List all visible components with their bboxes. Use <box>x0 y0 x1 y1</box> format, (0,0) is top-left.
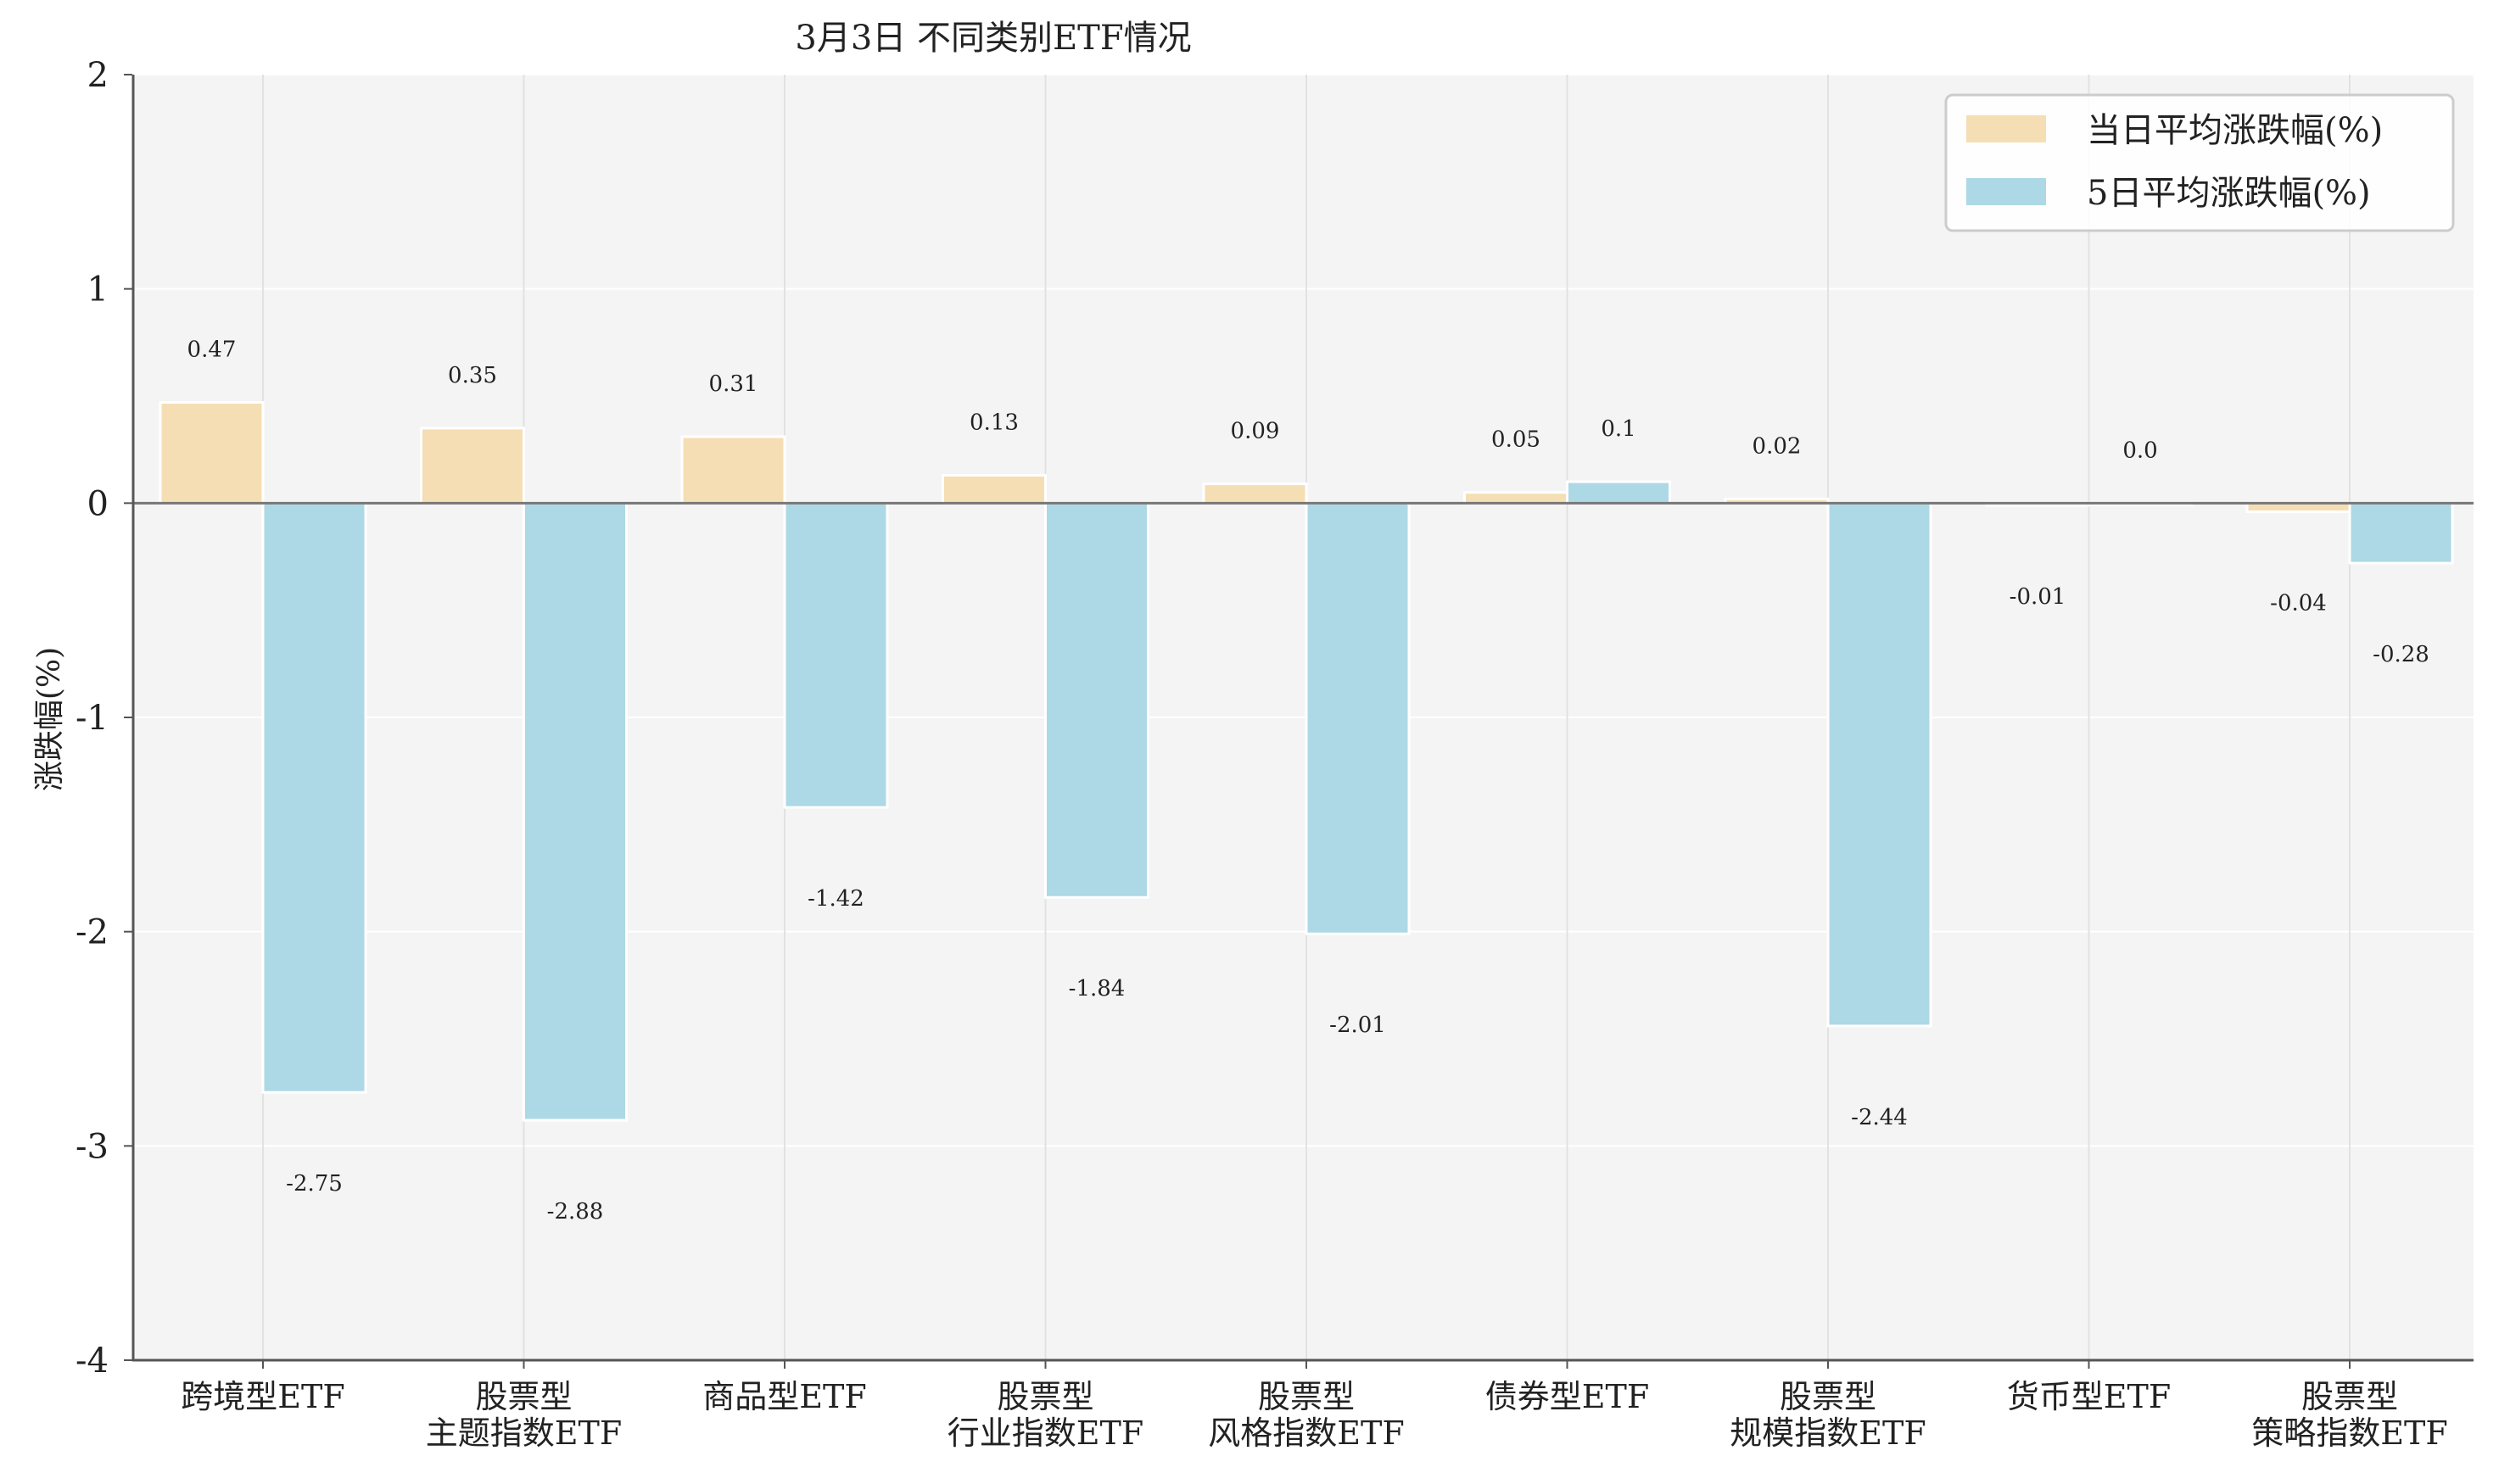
value-label-daily: 0.13 <box>970 410 1019 435</box>
y-tick-label: -3 <box>75 1127 109 1166</box>
x-tick-label: 规模指数ETF <box>1730 1414 1926 1452</box>
value-label-daily: 0.47 <box>187 338 237 363</box>
value-label-5day: -0.28 <box>2373 642 2429 667</box>
x-tick-label: 主题指数ETF <box>426 1414 622 1452</box>
y-tick-label: -2 <box>75 913 109 952</box>
y-tick-label: 1 <box>87 271 109 310</box>
value-label-5day: -1.42 <box>808 886 864 912</box>
bar-5day <box>261 501 367 1094</box>
x-tick-label: 股票型 <box>475 1378 572 1415</box>
bar-5day <box>523 501 628 1122</box>
y-tick-label: 0 <box>87 484 109 523</box>
bar-5day <box>1305 501 1411 935</box>
legend-label-daily: 当日平均涨跌幅(%) <box>2087 111 2383 150</box>
axes-layer <box>131 75 2474 1362</box>
value-label-5day: -1.84 <box>1069 976 1126 1001</box>
x-tick-label: 股票型 <box>1780 1378 1876 1415</box>
value-label-5day: -2.44 <box>1851 1105 1908 1130</box>
y-tick-label: 2 <box>87 56 109 95</box>
value-label-5day: -2.01 <box>1329 1013 1386 1038</box>
value-label-daily: 0.05 <box>1491 427 1540 453</box>
value-label-daily: 0.35 <box>448 363 497 388</box>
x-tick-label: 货币型ETF <box>2007 1378 2171 1415</box>
bar-5day <box>2348 501 2454 565</box>
value-label-5day: 0.0 <box>2122 438 2157 463</box>
bar-daily <box>2245 501 2351 513</box>
value-label-5day: 0.1 <box>1601 416 1635 442</box>
bar-5day <box>783 501 889 809</box>
x-tick-label: 跨境型ETF <box>181 1378 344 1415</box>
chart-title: 3月3日 不同类别ETF情况 <box>795 19 1191 58</box>
y-tick-label: -4 <box>75 1342 109 1381</box>
labels-layer: 0.47 0.35 0.31 0.13 0.09 0.05 0.02 -0.01 -0.04 -2… <box>187 338 2429 1225</box>
bar-daily <box>1463 491 1568 505</box>
legend-box <box>1944 93 2455 232</box>
x-tick-label: 股票型 <box>997 1378 1093 1415</box>
value-label-daily: 0.02 <box>1753 433 1802 459</box>
value-label-daily: -0.01 <box>2010 584 2066 610</box>
legend-label-5day: 5日平均涨跌幅(%) <box>2087 174 2371 213</box>
bar-daily <box>1202 483 1308 505</box>
bar-5day <box>1044 501 1149 899</box>
value-label-5day: -2.88 <box>547 1199 604 1225</box>
x-tick-label: 债券型ETF <box>1485 1378 1649 1415</box>
y-axis-label: 涨跌幅(%) <box>32 647 67 791</box>
legend: 当日平均涨跌幅(%) 5日平均涨跌幅(%) <box>1944 93 2455 232</box>
x-tick-label: 策略指数ETF <box>2251 1414 2447 1452</box>
y-tick-label: -1 <box>75 699 109 738</box>
x-tick-label: 股票型 <box>2301 1378 2398 1415</box>
value-label-5day: -2.75 <box>286 1171 343 1197</box>
x-tick-label: 商品型ETF <box>702 1378 866 1415</box>
value-label-daily: 0.31 <box>709 371 758 397</box>
x-tick-label: 风格指数ETF <box>1208 1414 1404 1452</box>
bars-layer <box>132 401 2474 1122</box>
bar-daily <box>680 435 786 505</box>
bar-5day <box>1826 501 1932 1028</box>
x-tick-label: 行业指数ETF <box>948 1414 1143 1452</box>
bar-5day <box>1566 480 1671 505</box>
value-label-daily: -0.04 <box>2270 590 2327 616</box>
bar-daily <box>159 401 265 505</box>
legend-swatch-daily <box>1966 115 2046 142</box>
legend-swatch-5day <box>1966 178 2046 205</box>
value-label-daily: 0.09 <box>1231 419 1280 444</box>
bar-daily <box>942 473 1047 505</box>
bar-daily <box>420 427 525 505</box>
x-tick-label: 股票型 <box>1258 1378 1355 1415</box>
